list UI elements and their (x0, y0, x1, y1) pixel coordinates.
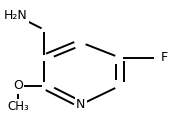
Text: O: O (13, 79, 23, 92)
Text: H₂N: H₂N (4, 9, 28, 22)
Text: F: F (161, 51, 168, 64)
Text: N: N (76, 98, 86, 111)
Text: CH₃: CH₃ (7, 100, 29, 113)
